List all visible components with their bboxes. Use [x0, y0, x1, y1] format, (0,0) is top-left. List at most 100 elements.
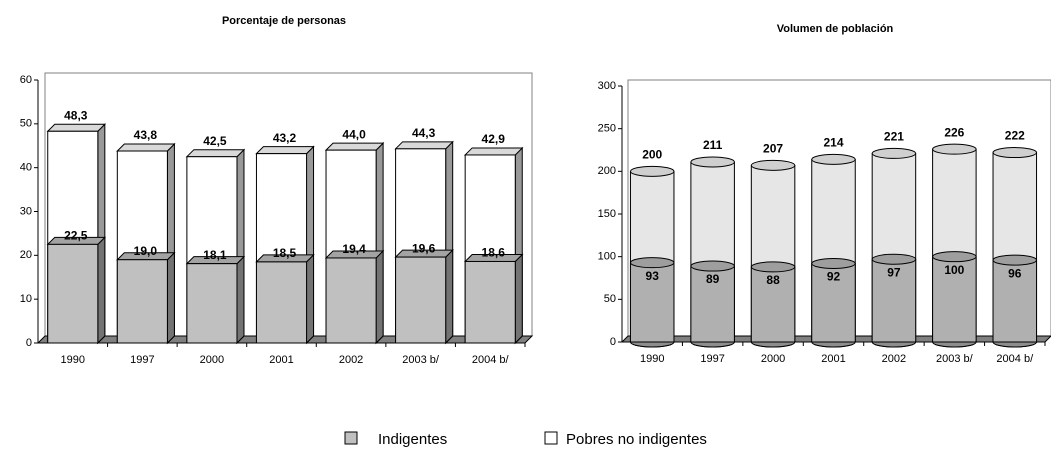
y-tick-label: 100	[598, 251, 616, 263]
legend-label: Pobres no indigentes	[566, 431, 707, 448]
value-label: 100	[944, 263, 964, 277]
legend-label: Indigentes	[378, 431, 447, 448]
cylinder	[629, 262, 675, 343]
cylinder-top	[811, 153, 856, 165]
x-tick-label: 1990	[61, 354, 85, 366]
value-label: 18,1	[203, 248, 227, 262]
x-tick-label: 2002	[339, 354, 363, 366]
bar	[255, 261, 308, 344]
bar	[464, 260, 516, 344]
y-tick-label: 50	[604, 293, 616, 305]
value-label: 97	[887, 265, 901, 279]
cylinder-top	[871, 147, 917, 159]
value-label: 18,6	[482, 246, 506, 260]
bar-top	[46, 123, 107, 132]
x-tick-label: 2000	[200, 354, 224, 366]
bar	[325, 257, 377, 344]
value-label: 19,4	[342, 242, 366, 256]
y-tick-label: 0	[26, 337, 32, 349]
value-label: 19,6	[412, 241, 436, 255]
cylinder-top	[629, 165, 675, 177]
y-tick-label: 250	[598, 123, 616, 135]
cylinder-top	[690, 260, 735, 272]
y-tick-label: 60	[20, 74, 32, 86]
y-tick-label: 10	[20, 293, 32, 305]
bar-top	[463, 147, 524, 156]
y-tick-label: 0	[610, 336, 616, 348]
bar-top	[185, 149, 246, 158]
cylinder-top	[690, 156, 735, 168]
bar-top	[324, 142, 385, 151]
bar-side	[375, 249, 384, 345]
x-tick-label: 1997	[700, 353, 724, 365]
x-tick-label: 2004 b/	[996, 353, 1034, 365]
value-label: 96	[1008, 266, 1022, 280]
value-label: 44,0	[342, 127, 366, 141]
value-label: 226	[944, 125, 964, 139]
x-tick-label: 2001	[821, 353, 845, 365]
value-label: 88	[766, 273, 780, 287]
bar-top	[394, 141, 454, 150]
y-tick-label: 30	[20, 205, 32, 217]
chart-title: Volumen de población	[777, 23, 894, 35]
cylinder-top	[629, 257, 675, 269]
cylinder-top	[750, 159, 796, 171]
cylinder-top	[932, 143, 977, 155]
bar	[395, 256, 447, 344]
legend-swatch	[544, 431, 558, 445]
cylinder-top	[811, 257, 856, 269]
x-tick-label: 1990	[640, 353, 664, 365]
value-label: 42,9	[482, 132, 506, 146]
x-tick-label: 2002	[882, 353, 906, 365]
bar-top	[116, 143, 176, 152]
bar-side	[166, 251, 175, 345]
legend-swatch	[344, 431, 358, 445]
value-label: 19,0	[134, 244, 158, 258]
value-label: 211	[703, 138, 723, 152]
bar-side	[97, 236, 106, 345]
bar-side	[445, 248, 454, 345]
cylinder-top	[932, 251, 977, 263]
value-label: 18,5	[273, 246, 297, 260]
y-tick-label: 20	[20, 249, 32, 261]
bar	[186, 263, 238, 344]
chart-title: Porcentaje de personas	[222, 15, 346, 27]
cylinder-top	[992, 147, 1038, 159]
value-label: 221	[884, 130, 904, 144]
cylinder	[811, 262, 856, 343]
x-tick-label: 1997	[130, 354, 154, 366]
cylinder-top	[992, 254, 1038, 266]
bar	[116, 259, 168, 344]
x-tick-label: 2003 b/	[402, 354, 440, 366]
y-tick-label: 150	[598, 208, 616, 220]
cylinder-top	[750, 261, 796, 273]
value-label: 207	[763, 142, 783, 156]
cylinder	[690, 265, 735, 343]
value-label: 22,5	[64, 229, 88, 243]
y-tick-label: 40	[20, 162, 32, 174]
value-label: 222	[1005, 129, 1025, 143]
y-tick-label: 300	[598, 80, 616, 92]
value-label: 200	[642, 148, 662, 162]
bar-top	[255, 146, 315, 155]
value-label: 214	[823, 136, 843, 150]
cylinder-top	[871, 253, 917, 265]
x-tick-label: 2003 b/	[936, 353, 974, 365]
value-label: 43,2	[273, 131, 297, 145]
value-label: 43,8	[134, 128, 158, 142]
cylinder	[750, 266, 796, 343]
value-label: 93	[646, 269, 660, 283]
y-tick-label: 200	[598, 165, 616, 177]
value-label: 44,3	[412, 126, 436, 140]
bar-side	[236, 255, 245, 345]
value-label: 92	[827, 270, 841, 284]
value-label: 42,5	[203, 134, 227, 148]
x-tick-label: 2004 b/	[472, 354, 510, 366]
value-label: 48,3	[64, 108, 88, 122]
y-tick-label: 50	[20, 118, 32, 130]
bar-side	[306, 253, 315, 345]
bar	[47, 243, 99, 344]
cylinder	[871, 258, 917, 343]
x-tick-label: 2001	[269, 354, 293, 366]
